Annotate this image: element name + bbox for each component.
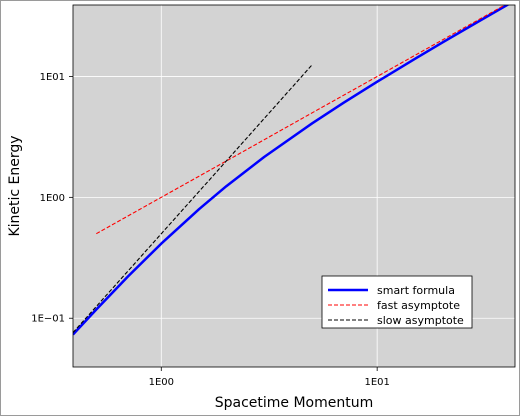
x-tick-label: 1E00: [149, 377, 174, 388]
x-tick-label: 1E01: [364, 377, 389, 388]
legend-entry-label: smart formula: [377, 284, 455, 297]
series-layer: [73, 5, 510, 336]
y-tick-label: 1E−01: [31, 314, 65, 325]
y-tick-label: 1E00: [40, 193, 65, 204]
legend-entry-label: fast asymptote: [377, 299, 460, 312]
series-line-fast-asymptote: [96, 5, 506, 235]
y-tick-label: 1E01: [40, 72, 65, 83]
x-axis-label: Spacetime Momentum: [215, 395, 374, 411]
series-line-slow-asymptote: [73, 64, 313, 333]
legend-box: [321, 275, 473, 329]
y-axis-label: Kinetic Energy: [7, 135, 23, 236]
plot-border: [72, 4, 516, 368]
series-line-smart-formula: [73, 5, 510, 336]
ticks: 1E00 1E01 1E−01 1E00 1E01: [31, 72, 390, 388]
legend-entry-label: slow asymptote: [377, 314, 464, 327]
legend: smart formula fast asymptote slow asymptot…: [321, 275, 473, 329]
